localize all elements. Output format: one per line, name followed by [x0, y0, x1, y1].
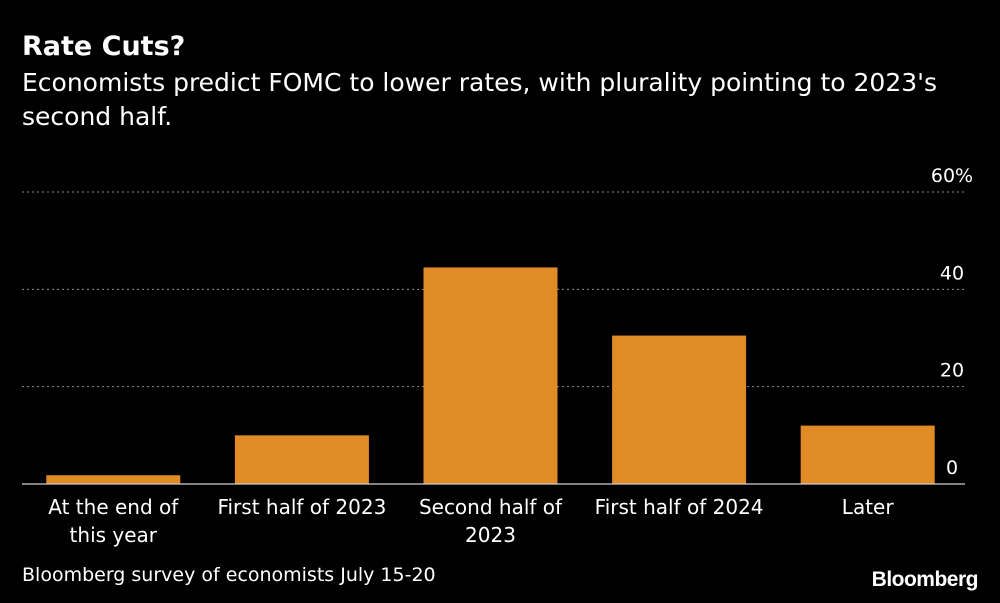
x-tick-label: Later [842, 495, 895, 519]
source-note: Bloomberg survey of economists July 15-2… [22, 564, 436, 586]
bar [800, 425, 935, 484]
bar [234, 435, 369, 484]
bar [612, 335, 747, 484]
y-tick-label: 60% [931, 165, 973, 187]
chart-subtitle: Economists predict FOMC to lower rates, … [22, 68, 938, 131]
x-tick-label: At the end of [48, 495, 179, 519]
chart-title: Rate Cuts? [22, 31, 186, 62]
bar [423, 267, 558, 484]
x-tick-label: this year [70, 523, 158, 547]
x-tick-label: First half of 2024 [595, 495, 764, 519]
y-tick-label: 20 [940, 360, 964, 382]
x-tick-label: 2023 [465, 523, 516, 547]
bloomberg-logo: Bloomberg [871, 568, 979, 591]
y-tick-label: 0 [946, 457, 958, 479]
bar [46, 475, 181, 484]
x-tick-label: Second half of [419, 495, 563, 519]
y-tick-label: 40 [940, 262, 964, 284]
x-tick-label: First half of 2023 [217, 495, 386, 519]
